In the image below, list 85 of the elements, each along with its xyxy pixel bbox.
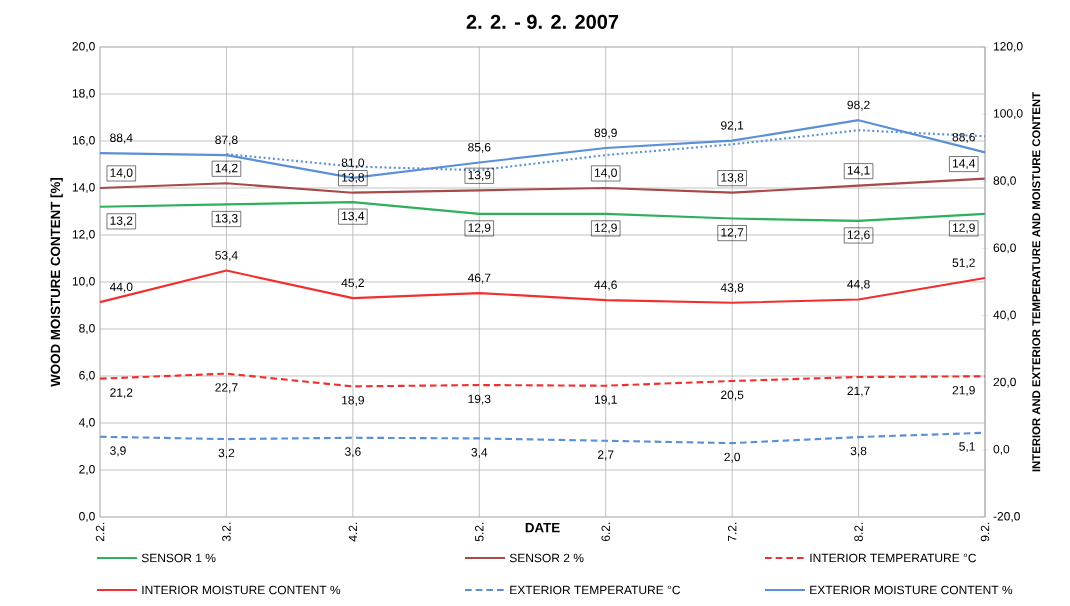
data-label: 3,8 [850,446,867,457]
data-label: 22,7 [215,383,238,394]
data-label: 14,4 [952,159,976,169]
y2-tick-label: 80,0 [993,176,1016,187]
x-tick-label: 2.2. [95,522,105,542]
data-label: 12,6 [847,230,870,241]
y2-tick-label: 120,0 [993,42,1023,52]
y-tick-label: 8,0 [79,324,95,334]
data-label: 44,0 [109,282,133,293]
data-label: 14,1 [847,166,870,177]
y-tick-label: 6,0 [79,371,95,381]
y2-tick-label: 20,0 [993,377,1016,388]
data-label: 13,4 [342,211,365,222]
data-label: 19,1 [594,395,617,406]
data-label: 88,4 [110,133,133,144]
data-label: 53,4 [215,251,238,261]
y-tick-label: 16,0 [72,136,95,146]
x-tick-label: 4.2. [348,522,358,542]
data-label: 5,1 [959,442,975,453]
x-tick-label: 5.2. [475,522,484,542]
data-label: 3,9 [110,446,126,457]
y-tick-label: 20,0 [72,42,95,52]
x-tick-label: 6.2. [601,522,610,542]
data-label: 21,7 [847,386,870,397]
data-label: 12,9 [594,223,617,234]
legend-label: INTERIOR MOISTURE CONTENT % [142,585,341,595]
data-label: 87,8 [215,135,238,146]
line-series [98,269,987,304]
data-label: 44,8 [847,279,870,290]
data-label: 20,5 [721,390,744,401]
data-label: 13,2 [110,216,133,227]
y-axis-title: WOOD MOISTURE CONTENT [%] [50,177,63,387]
y-tick-label: 12,0 [72,230,95,240]
y2-tick-label: -20,0 [993,512,1020,522]
data-label: 3,6 [344,447,361,458]
data-label: 14,0 [594,168,617,179]
data-label: 43,8 [720,283,744,294]
y-tick-label: 2,0 [79,465,95,475]
data-label: 12,9 [468,223,491,234]
data-label: 92,1 [721,121,744,132]
y-tick-label: 14,0 [72,183,95,193]
data-label: 13,8 [721,173,744,184]
data-label: 3,4 [471,448,488,458]
data-label: 21,9 [952,385,975,396]
x-tick-label: 8.2. [854,522,863,542]
data-label: 98,2 [847,100,870,111]
data-label: 18,9 [342,395,364,406]
data-label: 12,9 [952,223,975,234]
data-label: 81,0 [341,158,365,169]
data-label: 19,3 [468,394,491,405]
y-tick-label: 0,0 [79,512,95,522]
legend-label: EXTERIOR TEMPERATURE °C [510,585,681,595]
data-label: 85,6 [468,142,491,153]
data-label: 51,2 [952,258,975,269]
data-label: 89,9 [594,128,617,139]
data-label: 12,7 [721,228,744,239]
y2-tick-label: 40,0 [993,310,1016,321]
data-label: 13,3 [215,214,238,224]
y-tick-label: 18,0 [72,89,95,99]
y-tick-label: 4,0 [78,418,95,428]
data-label: 3,2 [218,448,235,459]
data-label: 88,6 [952,132,975,143]
data-label: 2,0 [724,452,741,463]
data-label: 2,7 [597,450,614,461]
data-label: 46,7 [467,273,491,284]
x-tick-label: 9.2. [980,522,990,542]
legend-label: SENSOR 1 % [141,553,216,563]
legend-label: INTERIOR TEMPERATURE °C [810,553,977,563]
legend-label: SENSOR 2 % [509,553,584,563]
data-label: 44,6 [594,280,617,291]
x-tick-label: 3.2. [222,522,231,542]
x-axis-title: DATE [525,523,560,533]
chart-title: 2. 2. - 9. 2. 2007 [466,14,619,29]
y2-tick-label: 100,0 [993,109,1023,120]
y-tick-label: 10,0 [72,277,95,287]
data-label: 13,9 [468,170,491,181]
y2-axis-title: INTERIOR AND EXTERIOR TEMPERATURE AND MOISTURE CONTENT [1032,92,1041,472]
y2-tick-label: 0,0 [993,444,1010,455]
y2-tick-label: 60,0 [993,243,1016,254]
data-label: 14,2 [215,163,238,174]
data-label: 14,0 [110,168,133,179]
x-tick-label: 7.2. [727,522,737,542]
data-label: 45,2 [341,278,364,289]
data-label: 21,2 [110,388,133,399]
legend-label: EXTERIOR MOISTURE CONTENT % [810,585,1013,595]
